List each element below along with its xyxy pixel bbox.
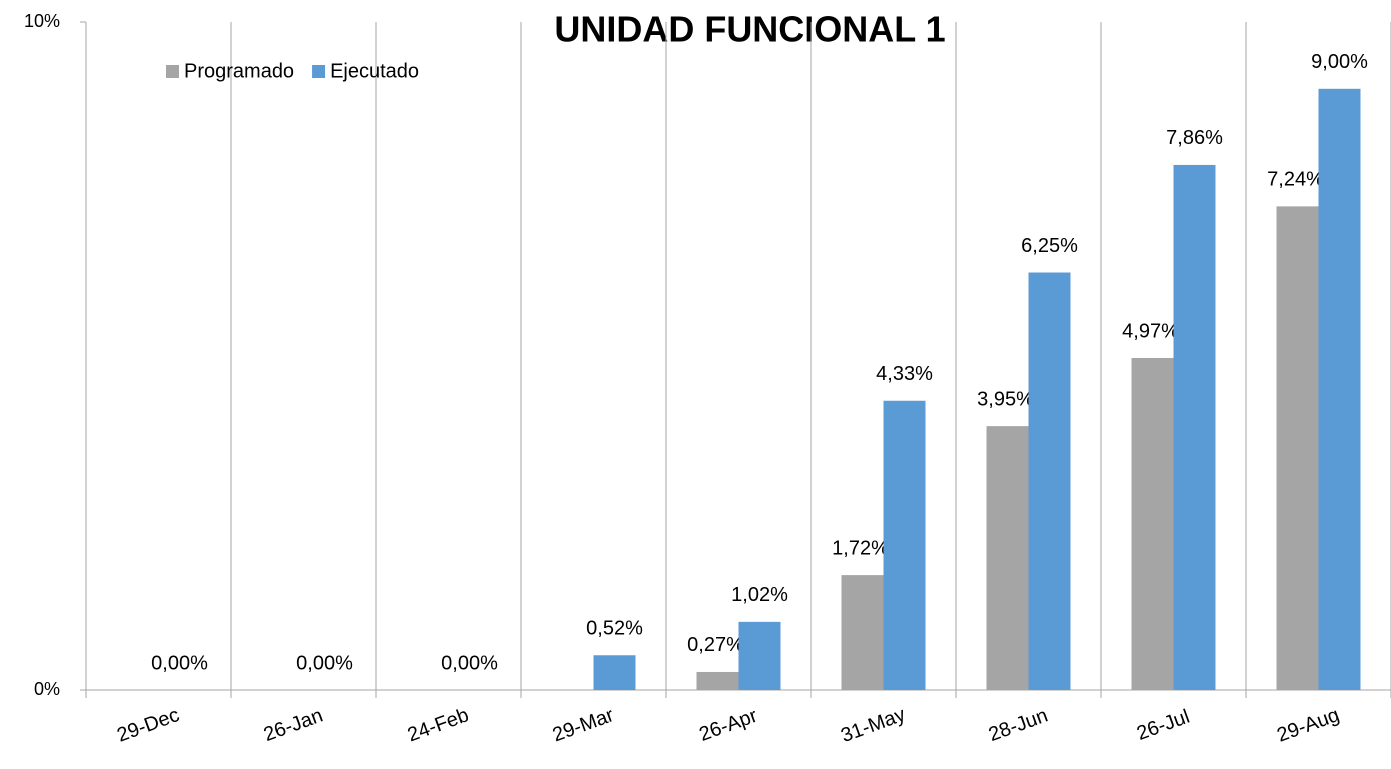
- bar: [883, 400, 926, 690]
- legend-swatch: [312, 65, 326, 78]
- x-tick-label: 29-Dec: [114, 704, 182, 747]
- legend-swatch: [166, 65, 179, 78]
- legend-label: Ejecutado: [330, 60, 419, 82]
- x-tick-label: 26-Apr: [696, 705, 760, 746]
- bar: [593, 655, 636, 690]
- data-label: 7,24%: [1267, 169, 1324, 191]
- bar: [1131, 358, 1174, 690]
- bar: [1028, 272, 1071, 690]
- data-label: 1,72%: [832, 537, 889, 559]
- data-label: 6,25%: [1021, 235, 1078, 257]
- data-label: 1,02%: [731, 584, 788, 606]
- data-label: 0,00%: [296, 652, 353, 674]
- data-label: 3,95%: [977, 388, 1034, 410]
- bar: [841, 575, 884, 690]
- data-label: 4,33%: [876, 363, 933, 385]
- x-tick-label: 31-May: [838, 704, 908, 747]
- chart-title: UNIDAD FUNCIONAL 1: [554, 9, 945, 50]
- data-label: 4,97%: [1122, 320, 1179, 342]
- x-tick-label: 26-Jan: [261, 705, 326, 747]
- x-tick-label: 24-Feb: [405, 704, 472, 746]
- data-label: 0,00%: [151, 652, 208, 674]
- bar: [738, 621, 781, 690]
- x-tick-label: 26-Jul: [1134, 706, 1193, 745]
- bar: [696, 671, 739, 690]
- x-tick-label: 29-Mar: [550, 704, 617, 746]
- data-label: 0,27%: [687, 634, 744, 656]
- data-label: 9,00%: [1311, 51, 1368, 73]
- y-tick-label: 0%: [34, 679, 60, 699]
- bar: [1276, 206, 1319, 691]
- x-tick-label: 29-Aug: [1274, 704, 1342, 747]
- bar: [1318, 88, 1361, 691]
- y-tick-label: 10%: [24, 11, 60, 31]
- bar: [986, 426, 1029, 690]
- data-label: 0,52%: [586, 618, 643, 640]
- legend-label: Programado: [184, 60, 294, 82]
- bar: [1173, 164, 1216, 690]
- x-tick-label: 28-Jun: [986, 705, 1051, 747]
- data-label: 0,00%: [441, 652, 498, 674]
- data-label: 7,86%: [1166, 127, 1223, 149]
